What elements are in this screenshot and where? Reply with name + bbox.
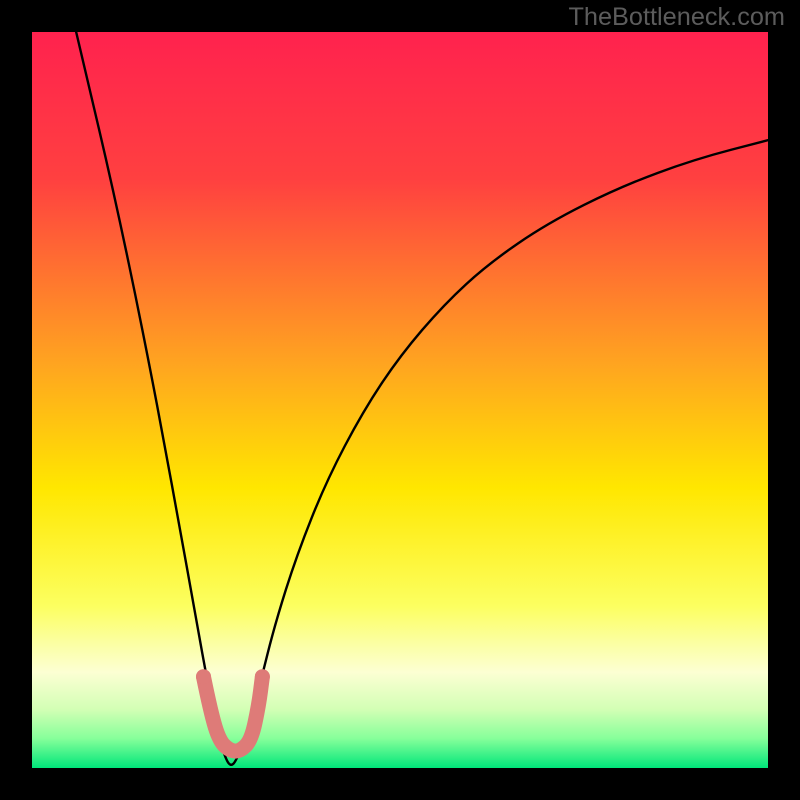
bottleneck-chart (32, 32, 768, 768)
chart-frame: TheBottleneck.com (0, 0, 800, 800)
watermark-text: TheBottleneck.com (568, 3, 785, 32)
range-endpoint-left (196, 669, 211, 684)
range-endpoint-right (255, 669, 270, 684)
gradient-background (32, 32, 768, 768)
